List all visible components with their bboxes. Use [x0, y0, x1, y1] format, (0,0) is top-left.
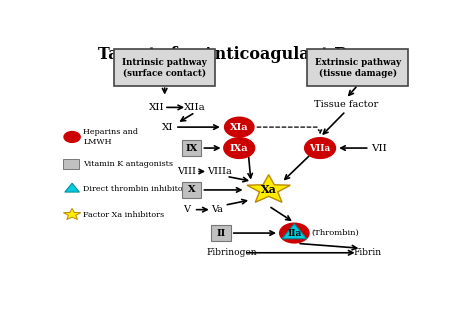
Text: Xa: Xa: [261, 184, 276, 196]
Text: Tissue factor: Tissue factor: [314, 100, 378, 109]
Text: Direct thrombin inhibitors: Direct thrombin inhibitors: [83, 185, 191, 193]
Circle shape: [225, 117, 254, 137]
Text: VIIa: VIIa: [310, 144, 331, 153]
Text: Fibrinogen: Fibrinogen: [207, 248, 257, 257]
Text: VIII: VIII: [178, 167, 197, 176]
Text: Fibrin: Fibrin: [354, 248, 382, 257]
Text: VII: VII: [371, 144, 387, 153]
Text: Heparins and
LMWH: Heparins and LMWH: [83, 128, 138, 146]
Polygon shape: [64, 208, 81, 220]
Polygon shape: [247, 175, 290, 202]
Text: Vitamin K antagonists: Vitamin K antagonists: [83, 160, 173, 168]
Text: Factor Xa inhibitors: Factor Xa inhibitors: [83, 211, 164, 219]
Text: XII: XII: [149, 103, 164, 112]
FancyBboxPatch shape: [114, 50, 215, 86]
Text: XIIa: XIIa: [184, 103, 206, 112]
Text: Extrinsic pathway
(tissue damage): Extrinsic pathway (tissue damage): [315, 58, 401, 78]
Text: IXa: IXa: [230, 144, 248, 153]
Circle shape: [305, 138, 336, 158]
Text: IX: IX: [185, 144, 198, 153]
Text: XIa: XIa: [230, 123, 248, 132]
Text: Va: Va: [211, 205, 223, 214]
Circle shape: [64, 132, 80, 142]
FancyBboxPatch shape: [307, 50, 408, 86]
Polygon shape: [65, 183, 80, 192]
FancyBboxPatch shape: [182, 182, 201, 198]
Text: (Thrombin): (Thrombin): [311, 229, 359, 237]
Circle shape: [280, 223, 309, 243]
FancyBboxPatch shape: [211, 225, 231, 241]
FancyBboxPatch shape: [182, 140, 201, 156]
Text: VIIIa: VIIIa: [207, 167, 231, 176]
Text: V: V: [183, 205, 191, 214]
Text: Targets for Anticoagulant Drugs: Targets for Anticoagulant Drugs: [98, 46, 388, 63]
Text: Intrinsic pathway
(surface contact): Intrinsic pathway (surface contact): [122, 58, 207, 78]
Text: X: X: [188, 185, 195, 195]
Text: II: II: [216, 228, 226, 237]
Text: XI: XI: [162, 123, 173, 132]
Text: IIa: IIa: [287, 228, 301, 237]
Circle shape: [224, 138, 255, 158]
Polygon shape: [282, 224, 307, 239]
FancyBboxPatch shape: [64, 159, 80, 169]
